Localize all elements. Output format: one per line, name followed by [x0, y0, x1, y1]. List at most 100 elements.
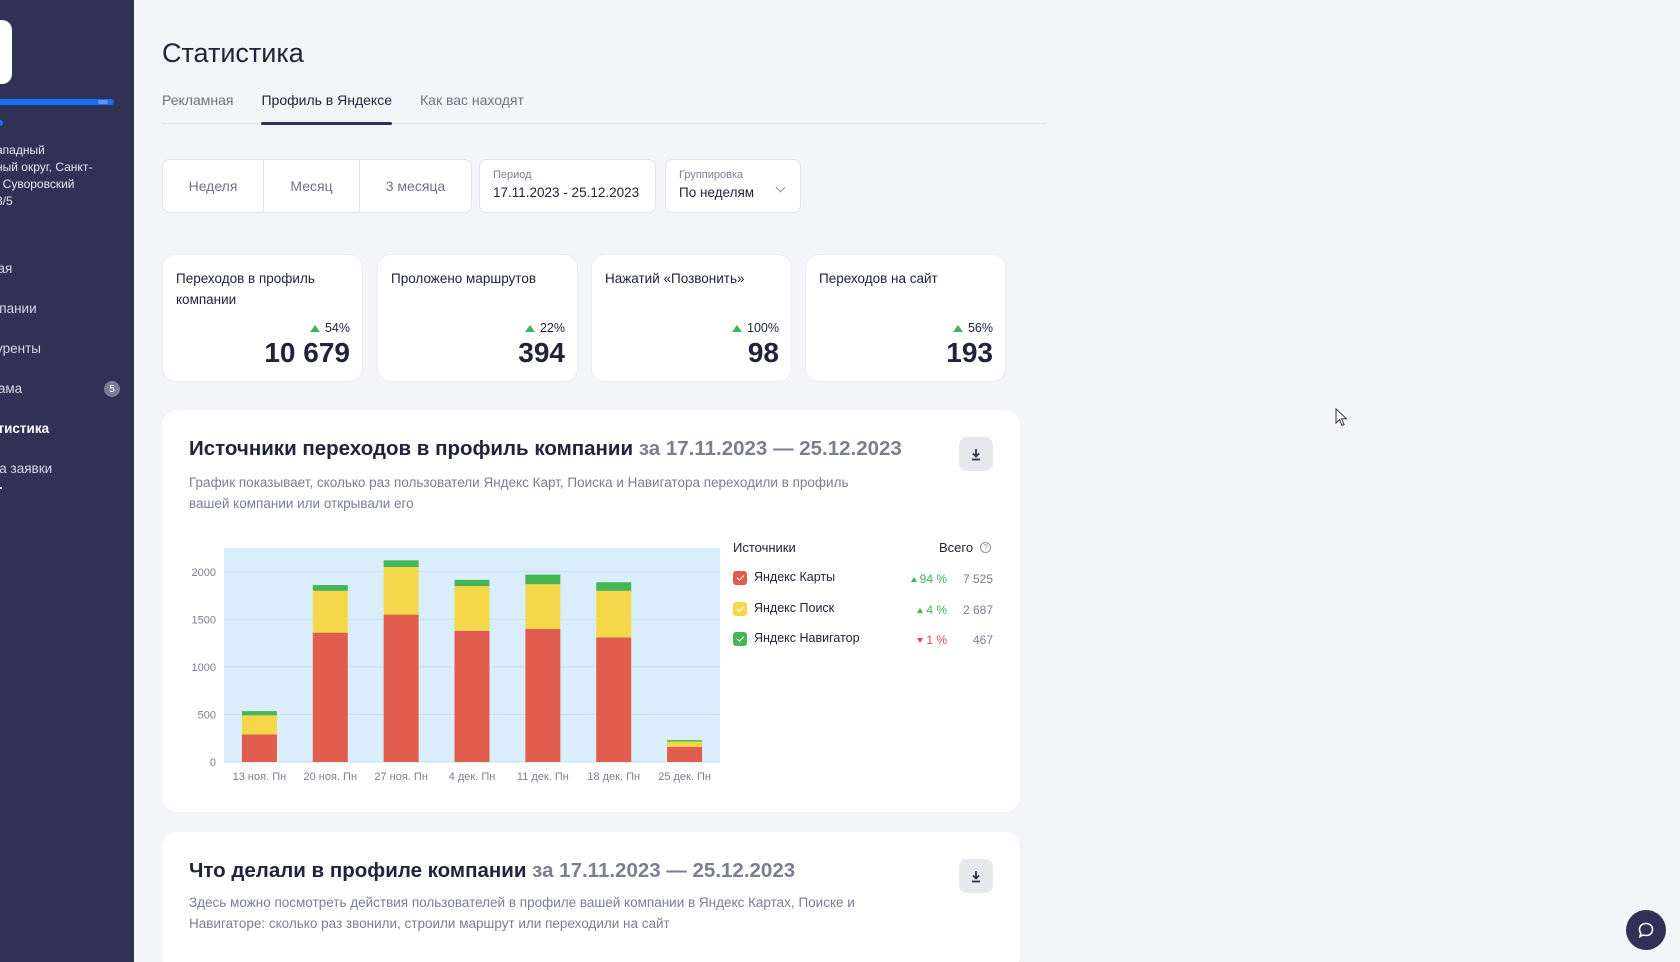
- sources-card-description: График показывает, сколько раз пользоват…: [189, 475, 849, 511]
- chat-icon: [1638, 922, 1654, 938]
- sources-title-range: за 17.11.2023 — 25.12.2023: [638, 437, 902, 460]
- period-week-button[interactable]: Неделя: [163, 160, 264, 212]
- period-3months-button[interactable]: 3 месяца: [385, 178, 446, 194]
- kpi-card-profile-visits: Переходов в профиль компании 54% 10 679: [162, 254, 363, 382]
- stats-tabs: Рекламная Профиль в Яндексе Как вас нахо…: [162, 90, 1046, 125]
- legend-header-total: Всего: [939, 540, 974, 555]
- x-tick-label: 18 дек. Пн: [587, 771, 640, 783]
- actions-card-description: Здесь можно посмотреть действия пользова…: [189, 895, 855, 931]
- sidebar-item-label: мпании: [0, 300, 37, 316]
- kpi-value: 193: [946, 337, 993, 368]
- legend-total: 7 525: [962, 572, 993, 586]
- sidebar-item-requests[interactable]: ма заявки: [0, 448, 124, 488]
- checkbox-navigator[interactable]: [733, 632, 747, 646]
- sources-download-button[interactable]: [959, 437, 993, 471]
- y-tick-label: 2000: [192, 567, 216, 579]
- x-tick-label: 4 дек. Пн: [449, 771, 496, 783]
- period-month-button[interactable]: Месяц: [264, 160, 360, 212]
- legend-total: 2 687: [962, 603, 993, 617]
- bar-segment: [241, 715, 277, 735]
- x-tick-label: 20 ноя. Пн: [304, 771, 358, 783]
- legend-name: Яндекс Навигатор: [754, 631, 860, 645]
- period-selector: Неделя Месяц 3 месяца: [162, 159, 472, 213]
- bar-segment: [596, 582, 632, 591]
- legend-row-maps[interactable]: Яндекс Карты 94 % 7 525: [733, 569, 993, 589]
- checkbox-search[interactable]: [733, 602, 747, 616]
- sidebar-item-competitors[interactable]: куренты: [0, 328, 124, 368]
- legend-name: Яндекс Карты: [754, 570, 836, 584]
- period-value: 17.11.2023 - 25.12.2023: [493, 185, 640, 200]
- bar-segment: [241, 734, 277, 762]
- sidebar-item-main[interactable]: ная: [0, 248, 124, 288]
- y-tick-label: 1000: [192, 662, 216, 674]
- bar-segment: [383, 567, 419, 615]
- profile-completion-bar: [0, 99, 114, 105]
- actions-download-button[interactable]: [959, 859, 993, 893]
- kpi-change-value: 22%: [539, 321, 565, 335]
- kpi-value: 98: [747, 337, 779, 368]
- legend-row-search[interactable]: Яндекс Поиск 4 % 2 687: [733, 600, 993, 620]
- sidebar-item-label: ная: [0, 260, 13, 276]
- kpi-change-value: 56%: [967, 321, 993, 335]
- kpi-value: 394: [518, 337, 565, 368]
- x-tick-label: 13 ноя. Пн: [233, 771, 287, 783]
- x-tick-label: 25 дек. Пн: [658, 771, 711, 783]
- trend-up-icon: [910, 576, 917, 582]
- chat-button[interactable]: [1626, 910, 1666, 950]
- download-icon: [972, 448, 980, 460]
- kpi-card-calls: Нажатий «Позвонить» 100% 98: [591, 254, 792, 382]
- y-tick-label: 1500: [192, 614, 216, 626]
- sidebar-badge: 5: [104, 381, 120, 397]
- help-icon[interactable]: ?: [980, 542, 991, 553]
- legend-change-value: 94 %: [919, 572, 947, 586]
- sources-title-text: Источники переходов в профиль компании: [189, 437, 634, 460]
- kpi-label: Переходов на сайт: [819, 271, 938, 286]
- bar-segment: [454, 630, 490, 762]
- bar-segment: [596, 637, 632, 762]
- legend-row-navigator[interactable]: Яндекс Навигатор 1 % 467: [733, 630, 993, 650]
- bar-segment: [454, 586, 490, 631]
- kpi-change: 22%: [524, 321, 565, 335]
- sources-bar-chart: 0 500 1000 1500 2000 13 ноя. Пн 20 ноя. Пн 27 н…: [192, 548, 720, 783]
- sidebar-menu: ная мпании куренты лама 5 стистика ма зая…: [0, 248, 124, 488]
- sidebar-divider-mark: [0, 487, 2, 489]
- company-logo[interactable]: [0, 20, 12, 84]
- kpi-card-site-visits: Переходов на сайт 56% 193: [805, 254, 1006, 382]
- actions-title-text: Что делали в профиле компании: [189, 859, 527, 882]
- sidebar-item-statistics[interactable]: стистика: [0, 408, 124, 448]
- bar-segment: [312, 632, 348, 762]
- kpi-value: 10 679: [264, 337, 350, 368]
- kpi-change-value: 100%: [747, 321, 779, 335]
- kpi-label: Проложено маршрутов: [391, 271, 537, 286]
- trend-up-icon: [524, 324, 535, 332]
- checkbox-maps[interactable]: [733, 571, 747, 585]
- page-title: Статистика: [162, 38, 304, 68]
- tab-yandex-profile[interactable]: Профиль в Яндексе: [261, 90, 392, 125]
- bar-segment: [241, 711, 277, 716]
- kpi-change: 56%: [952, 321, 993, 335]
- y-tick-label: 0: [210, 757, 216, 769]
- grouping-label: Группировка: [679, 169, 744, 181]
- download-icon: [972, 870, 980, 882]
- kpi-change: 100%: [732, 321, 779, 335]
- period-date-picker[interactable]: Период 17.11.2023 - 25.12.2023: [479, 159, 656, 213]
- bar-segment: [312, 590, 348, 633]
- tab-how-found[interactable]: Как вас находят: [420, 92, 524, 108]
- bar-segment: [525, 574, 561, 585]
- bar-segment: [454, 579, 490, 587]
- x-tick-label: 27 ноя. Пн: [374, 771, 428, 783]
- kpi-label: Нажатий «Позвонить»: [605, 271, 745, 286]
- legend-name: Яндекс Поиск: [754, 601, 835, 615]
- bar-segment: [667, 746, 703, 762]
- sidebar-item-label: ма заявки: [0, 460, 53, 476]
- sidebar-item-company[interactable]: мпании: [0, 288, 124, 328]
- legend-header-sources: Источники: [733, 540, 796, 555]
- bar-segment: [383, 614, 419, 762]
- grouping-select[interactable]: Группировка По неделям: [665, 159, 801, 213]
- bar-segment: [667, 741, 703, 747]
- grouping-value: По неделям: [679, 185, 755, 200]
- sources-card-title: Источники переходов в профиль компании з…: [189, 437, 902, 461]
- tab-advertising[interactable]: Рекламная: [162, 92, 234, 108]
- trend-up-icon: [952, 324, 963, 332]
- sidebar-item-ads[interactable]: лама 5: [0, 368, 124, 408]
